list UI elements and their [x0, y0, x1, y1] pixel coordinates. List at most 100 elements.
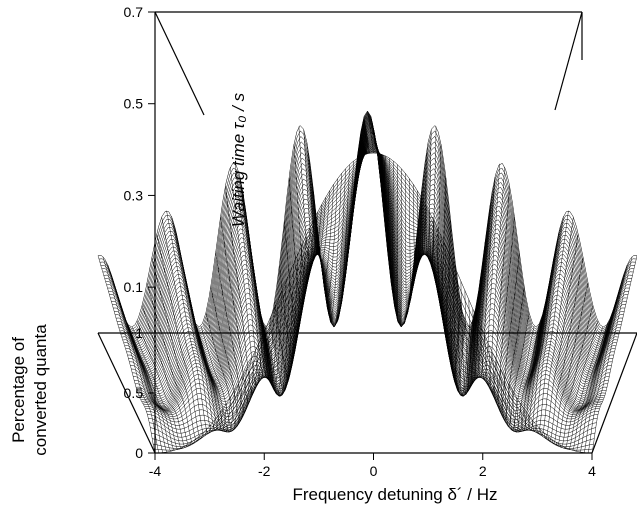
mesh-line-x [488, 186, 510, 394]
surface-mesh [97, 110, 637, 454]
mesh-line-y [115, 123, 624, 366]
left-wall-diagonal [154, 11, 205, 116]
y-axis-title: Waiting time τ₀ / s [229, 92, 248, 227]
mesh-line-x [464, 279, 481, 390]
mesh-line-x [377, 153, 382, 158]
x-tick-label: 2 [479, 463, 487, 479]
mesh-line-x [520, 285, 550, 432]
mesh-line-y [114, 122, 625, 364]
mesh-line-x [283, 221, 307, 333]
mesh-line-x [484, 166, 505, 386]
mesh-line-x [279, 244, 303, 358]
mesh-line-y [132, 135, 611, 403]
left-floor-edge [97, 332, 156, 454]
mesh-line-x [323, 178, 338, 298]
mesh-line-x [492, 217, 515, 403]
mesh-line-y [111, 120, 627, 357]
mesh-line-x [313, 190, 331, 262]
mesh-line-x [230, 166, 263, 386]
mesh-line-y [112, 121, 626, 359]
mesh-line-x [508, 325, 535, 432]
mesh-line-x [428, 126, 437, 267]
x-tick-label: 0 [370, 463, 378, 479]
mesh-line-x [524, 257, 554, 431]
mesh-line-x [254, 279, 283, 390]
mesh-line-x [274, 253, 299, 379]
mesh-line-x [264, 271, 291, 397]
mesh-line-x [472, 205, 491, 379]
mesh-line-x [244, 205, 275, 379]
mesh-line-x [357, 153, 366, 158]
axis-ticks: -4 -2 0 2 4 0.1 0.3 0.5 0.7 0 0.5 1 [124, 4, 597, 479]
z-tick-label: 1 [135, 325, 143, 341]
mesh-line-x [579, 278, 623, 453]
z-axis-title-line2: converted quanta [31, 324, 50, 456]
mesh-line-x [132, 326, 183, 449]
mesh-line-x [575, 295, 618, 452]
mesh-line-x [333, 168, 346, 328]
mesh-line-x [432, 143, 442, 285]
mesh-line-x [540, 217, 574, 437]
mesh-line-x [181, 257, 223, 431]
mesh-line-x [572, 312, 613, 451]
y-tick-label: 0.7 [124, 4, 144, 20]
mesh-line-x [141, 305, 192, 447]
mesh-line-x [122, 312, 175, 451]
x-tick-label: -4 [149, 463, 162, 479]
mesh-line-x [161, 217, 207, 437]
mesh-line-x [496, 253, 520, 413]
mesh-line-x [259, 281, 287, 395]
mesh-line-x [225, 186, 259, 394]
z-tick-label: 0.5 [124, 385, 144, 401]
mesh-line-x [372, 122, 378, 154]
x-axis-title: Frequency detuning δ´ / Hz [292, 485, 497, 504]
mesh-line-x [555, 305, 594, 447]
mesh-line-x [412, 184, 417, 278]
mesh-line-x [568, 323, 608, 450]
mesh-line-x [127, 323, 179, 450]
mesh-line-x [401, 168, 403, 327]
mesh-line-x [288, 177, 311, 307]
mesh-line-x [220, 217, 255, 403]
mesh-line-x [382, 155, 386, 199]
x-tick-label: -2 [258, 463, 271, 479]
mesh-line-x [136, 320, 188, 448]
mesh-line-x [367, 110, 374, 154]
mesh-line-x [107, 264, 164, 453]
y-tick-label: 0.5 [124, 96, 144, 112]
mesh-line-x [552, 282, 589, 445]
mesh-line-x [97, 255, 156, 454]
mesh-line-x [308, 153, 327, 255]
mesh-line-x [303, 129, 323, 257]
mesh-line-x [200, 325, 239, 431]
mesh-line-x [559, 320, 599, 448]
y-tick-label: 0.3 [124, 187, 144, 203]
mesh-line-x [405, 173, 407, 318]
mesh-line-x [156, 233, 203, 439]
mesh-line-y [125, 130, 616, 388]
right-floor-edge [591, 332, 637, 454]
y-tick-label: 0.1 [124, 279, 144, 295]
mesh-line-x [249, 241, 279, 383]
mesh-line-x [528, 233, 559, 431]
mesh-line-x [591, 255, 637, 454]
mesh-line-x [234, 163, 267, 381]
mesh-line-x [352, 155, 362, 199]
mesh-line-x [416, 190, 422, 262]
mesh-line-x [347, 158, 358, 248]
mesh-line-x [512, 324, 540, 433]
mesh-line-x [436, 177, 447, 308]
mesh-line-x [391, 161, 394, 291]
mesh-line-x [409, 178, 412, 299]
mesh-line-x [504, 313, 530, 427]
z-axis-title-line1: Percentage of [9, 337, 28, 443]
mesh-line-x [420, 153, 427, 256]
mesh-line-x [337, 164, 350, 319]
mesh-line-x [328, 173, 342, 318]
mesh-line-x [452, 262, 466, 392]
mesh-line-x [548, 257, 584, 442]
mesh-line-x [362, 122, 370, 154]
mesh-line-x [424, 129, 432, 257]
mesh-line-x [215, 253, 251, 413]
